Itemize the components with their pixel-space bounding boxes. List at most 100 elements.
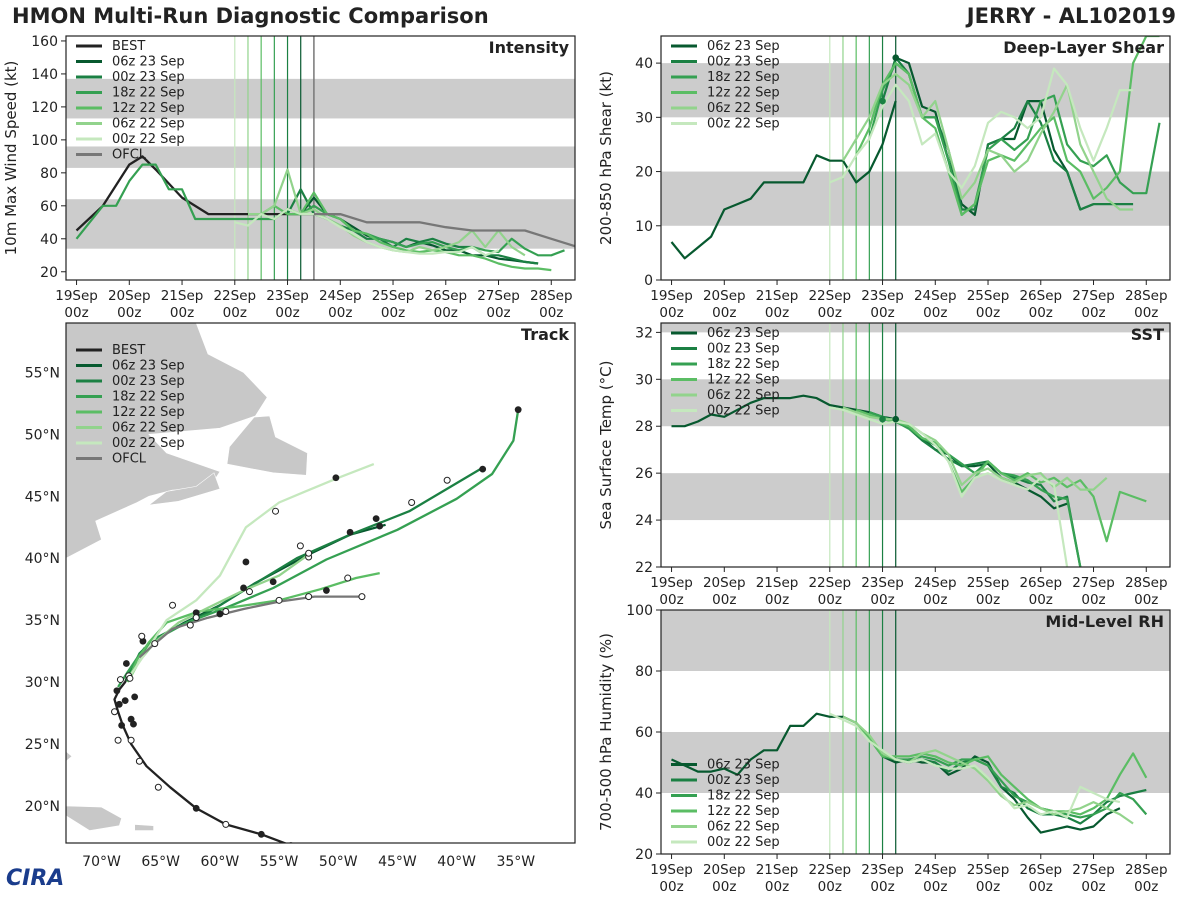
shear-xtick-day-7: 26Sep [1019, 288, 1062, 304]
track-open-marker-18 [344, 574, 352, 582]
track-open-marker-14 [245, 588, 253, 596]
intensity-legend-label-7: OFCL [112, 148, 147, 163]
shear-xtick-day-3: 22Sep [808, 288, 851, 304]
track-ytick-label-0: 20°N [25, 799, 60, 815]
sst-chart: 22242628303219Sep00z20Sep00z21Sep00z22Se… [597, 322, 1171, 608]
track-legend-label-5: 06z 22 Sep [112, 421, 185, 436]
intensity-xtick-day-3: 22Sep [213, 288, 256, 304]
track-open-marker-20 [296, 542, 304, 550]
sst-xtick-day-7: 26Sep [1019, 575, 1062, 591]
shear-legend-label-1: 00z 23 Sep [707, 55, 780, 70]
shear-series-0 [670, 100, 897, 260]
track-open-marker-13 [222, 607, 230, 615]
sst-series-6 [829, 406, 1069, 567]
track-open-marker-9 [138, 632, 146, 640]
rh-legend-label-0: 06z 23 Sep [707, 758, 780, 773]
shear-xtick-hour-8: 00z [1081, 305, 1105, 321]
sst-xtick-hour-2: 00z [765, 592, 789, 608]
shear-series-5 [842, 72, 1134, 211]
rh-xtick-day-5: 24Sep [914, 862, 957, 878]
shear-ytick-label-0: 0 [644, 273, 653, 289]
track-legend-label-6: 00z 22 Sep [112, 436, 185, 451]
track-open-marker-23 [408, 499, 416, 507]
shear-band-1 [661, 63, 1170, 118]
nova-scotia-land [147, 472, 221, 506]
rh-ytick-label-3: 80 [635, 664, 653, 680]
track-legend-label-7: OFCL [112, 452, 147, 467]
bahamas-land [66, 751, 73, 762]
track-filled-marker-2 [192, 804, 200, 812]
track-ytick-label-1: 25°N [25, 737, 60, 753]
track-xtick-label-5: 45°W [378, 854, 417, 870]
track-xtick-label-1: 65°W [141, 854, 180, 870]
rh-xtick-hour-1: 00z [712, 879, 736, 895]
track-open-marker-12 [186, 621, 194, 629]
sst-ytick-label-3: 28 [635, 419, 653, 435]
rh-xtick-day-9: 28Sep [1125, 862, 1168, 878]
intensity-xtick-hour-6: 00z [381, 305, 405, 321]
intensity-xtick-hour-2: 00z [170, 305, 194, 321]
sst-ytick-label-2: 26 [635, 466, 653, 482]
intensity-legend-label-4: 12z 22 Sep [112, 101, 185, 116]
intensity-ytick-label-2: 60 [40, 199, 58, 215]
track-filled-marker-18 [242, 558, 250, 566]
rh-xtick-day-7: 26Sep [1019, 862, 1062, 878]
rh-xtick-hour-0: 00z [659, 879, 683, 895]
cira-logo: CIRA [6, 866, 65, 891]
rh-ytick-label-1: 40 [635, 786, 653, 802]
intensity-series-7 [313, 212, 575, 248]
sst-start-dot-0 [892, 415, 900, 423]
shear-xtick-day-2: 21Sep [756, 288, 799, 304]
shear-legend-label-4: 06z 22 Sep [707, 101, 780, 116]
intensity-xtick-day-4: 23Sep [266, 288, 309, 304]
intensity-plot-area [66, 36, 575, 280]
intensity-ytick-label-5: 120 [31, 100, 58, 116]
shear-xtick-hour-2: 00z [765, 305, 789, 321]
rh-xtick-day-1: 20Sep [703, 862, 746, 878]
intensity-xtick-hour-1: 00z [117, 305, 141, 321]
track-filled-marker-21 [323, 587, 330, 594]
sst-band-2 [661, 323, 1170, 333]
intensity-xtick-day-7: 26Sep [424, 288, 467, 304]
sst-ytick-label-1: 24 [635, 513, 653, 529]
track-xtick-label-3: 55°W [260, 854, 299, 870]
intensity-xtick-hour-8: 00z [486, 305, 510, 321]
rh-ytick-label-4: 100 [626, 603, 653, 619]
shear-xtick-hour-9: 00z [1134, 305, 1158, 321]
intensity-legend-label-3: 18z 22 Sep [112, 86, 185, 101]
intensity-series-4 [260, 191, 552, 272]
shear-series-4 [855, 36, 1160, 216]
track-ytick-label-3: 35°N [25, 613, 60, 629]
sst-xtick-hour-6: 00z [976, 592, 1000, 608]
track-plot-area [66, 323, 522, 843]
rh-xtick-hour-5: 00z [923, 879, 947, 895]
sst-legend-label-4: 06z 22 Sep [707, 388, 780, 403]
sst-xtick-hour-9: 00z [1134, 592, 1158, 608]
shear-ytick-label-4: 40 [635, 56, 653, 72]
track-series-4 [126, 571, 380, 683]
rh-xtick-day-0: 19Sep [650, 862, 693, 878]
track-open-marker-3 [127, 736, 135, 744]
track-open-marker-0 [154, 783, 162, 791]
sst-ylabel: Sea Surface Temp (°C) [597, 360, 615, 529]
sst-xtick-day-0: 19Sep [650, 575, 693, 591]
track-open-marker-5 [111, 708, 119, 716]
track-open-marker-16 [305, 593, 313, 601]
north-america-land [66, 323, 268, 559]
shear-ytick-label-1: 10 [635, 219, 653, 235]
intensity-ylabel: 10m Max Wind Speed (kt) [2, 61, 20, 256]
intensity-ytick-label-3: 80 [40, 166, 58, 182]
rh-xtick-hour-4: 00z [870, 879, 894, 895]
track-xtick-label-6: 40°W [437, 854, 476, 870]
rh-legend-label-3: 12z 22 Sep [707, 804, 780, 819]
shear-legend-label-3: 12z 22 Sep [707, 86, 780, 101]
intensity-xtick-hour-5: 00z [328, 305, 352, 321]
track-open-marker-17 [358, 593, 366, 601]
shear-chart: 01020304019Sep00z20Sep00z21Sep00z22Sep00… [597, 35, 1171, 321]
puerto-rico-land [134, 824, 154, 831]
intensity-xtick-day-2: 21Sep [161, 288, 204, 304]
track-open-marker-8 [126, 674, 134, 682]
rh-xtick-day-6: 25Sep [967, 862, 1010, 878]
intensity-ytick-label-6: 140 [31, 67, 58, 83]
